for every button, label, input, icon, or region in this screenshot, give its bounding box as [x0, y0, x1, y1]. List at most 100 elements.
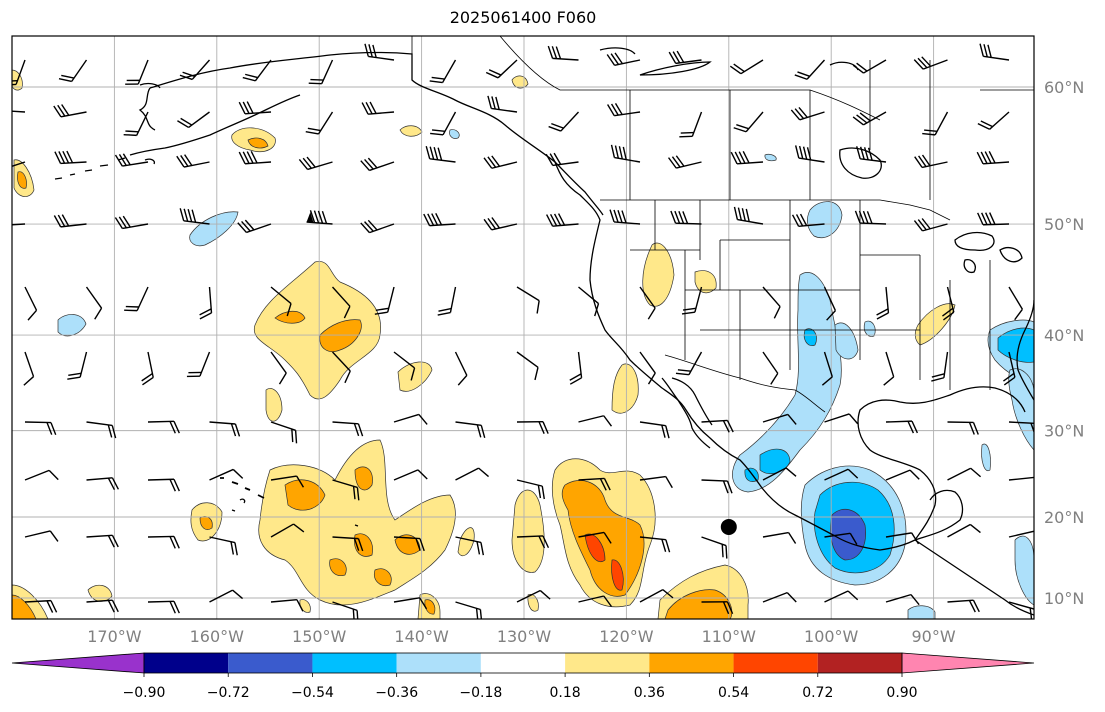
- wind-barb: [123, 111, 149, 137]
- bering-islands: [139, 82, 161, 165]
- wind-barb: [922, 111, 949, 136]
- colorbar-extend-high: [901, 652, 1035, 674]
- wind-barb: [209, 421, 241, 437]
- wind-barb: [429, 59, 457, 84]
- strong-negative-anomaly-core: [830, 508, 866, 561]
- wind-barb: [947, 421, 979, 435]
- wind-barb: [762, 351, 779, 385]
- negative-anomaly-region: [863, 320, 876, 337]
- wind-barb: [199, 286, 213, 320]
- wind-barb: [639, 421, 670, 439]
- latitude-tick-label: 20°N: [1044, 508, 1084, 527]
- wind-barb: [483, 155, 518, 169]
- wind-barb: [86, 599, 119, 613]
- wind-barb: [762, 531, 797, 544]
- colorbar-tick-label: −0.36: [375, 685, 418, 701]
- wind-barb: [609, 209, 641, 225]
- wind-barb: [679, 111, 703, 138]
- longitude-tick-label: 160°W: [190, 627, 245, 646]
- canada-provincial-borders: [499, 36, 1034, 200]
- wind-barb: [125, 59, 149, 85]
- wind-barb: [606, 52, 641, 66]
- wind-barb: [360, 157, 395, 172]
- positive-anomaly-region: [611, 363, 639, 414]
- wind-barb: [569, 351, 583, 385]
- alaska-coastline: [149, 51, 604, 216]
- wind-barb: [487, 95, 518, 113]
- wind-barb: [147, 600, 180, 614]
- wind-barb: [977, 212, 1010, 226]
- wind-barb: [437, 286, 457, 316]
- colorbar-bin: [228, 653, 313, 673]
- wind-barb: [455, 536, 485, 556]
- wind-barb: [67, 351, 88, 380]
- wind-barb: [976, 151, 1010, 165]
- wind-barb: [516, 286, 540, 314]
- positive-anomaly-core: [12, 594, 37, 619]
- longitude-labels: 170°W 160°W 150°W 140°W 130°W 120°W 110°W 100°W…: [87, 627, 956, 646]
- wind-barb: [885, 420, 919, 434]
- wind-barb: [854, 210, 887, 225]
- wind-barb: [53, 214, 87, 228]
- wind-barb: [308, 59, 334, 85]
- wind-barb: [332, 601, 359, 619]
- latitude-tick-label: 40°N: [1044, 326, 1084, 345]
- baja-california: [661, 377, 713, 449]
- wind-barb: [824, 590, 859, 603]
- longitude-tick-label: 140°W: [394, 627, 449, 646]
- wind-barb: [670, 210, 702, 225]
- coastlines: [54, 47, 1034, 616]
- location-marker: [720, 518, 737, 535]
- wind-barb: [176, 154, 210, 168]
- wind-barb: [270, 475, 305, 488]
- latitude-tick-label: 50°N: [1044, 215, 1084, 234]
- wind-barb: [331, 351, 351, 384]
- negative-anomaly-region: [834, 322, 859, 360]
- longitude-tick-label: 170°W: [87, 627, 142, 646]
- wind-barb: [186, 351, 211, 378]
- wind-barb: [209, 589, 244, 603]
- wind-barb: [947, 599, 980, 613]
- wind-barb: [667, 155, 702, 169]
- wind-barb: [823, 286, 837, 321]
- colorbar: −0.90 −0.72 −0.54 −0.36 −0.18 0.18 0.36 0.54 0.7…: [11, 652, 1035, 701]
- wind-barb: [238, 150, 272, 165]
- colorbar-tick-label: −0.90: [123, 685, 166, 701]
- wind-barb: [856, 146, 887, 163]
- wind-barb: [639, 536, 671, 553]
- wind-barb: [639, 589, 674, 603]
- colorbar-tick-label: 0.36: [634, 685, 665, 701]
- wind-barb: [393, 536, 425, 552]
- central-america: [914, 539, 1034, 616]
- longitude-tick-label: 100°W: [804, 627, 859, 646]
- wind-barb: [610, 144, 641, 163]
- wind-barb: [516, 420, 549, 434]
- colorbar-tick-label: 0.18: [550, 685, 581, 701]
- positive-anomaly-core: [274, 310, 362, 352]
- colorbar-bin: [817, 653, 902, 673]
- wind-barb: [639, 475, 673, 489]
- colorbar-tick-label: 0.90: [886, 685, 917, 701]
- wind-barb: [361, 101, 395, 115]
- wind-barb: [885, 469, 920, 481]
- wind-barb: [668, 50, 702, 65]
- wind-barb: [883, 351, 895, 386]
- positive-anomaly-region: [253, 261, 381, 400]
- wind-barb: [24, 530, 59, 542]
- wind-barb: [931, 351, 949, 382]
- wind-barb: [393, 469, 428, 481]
- map-frame: [11, 35, 1035, 620]
- wind-barb: [141, 351, 154, 386]
- yucatan: [914, 489, 964, 541]
- wind-barb: [607, 103, 641, 117]
- positive-anomaly-region: [511, 489, 545, 573]
- positive-anomaly-core: [247, 137, 269, 149]
- colorbar-bin: [312, 653, 397, 673]
- alaska-west-coast: [138, 87, 156, 131]
- wind-barb: [53, 104, 87, 118]
- wind-barb: [977, 111, 1010, 130]
- wind-barb: [733, 206, 764, 225]
- wind-barb: [270, 599, 304, 612]
- latitude-tick-label: 30°N: [1044, 422, 1084, 441]
- positive-anomaly-core: [561, 480, 645, 597]
